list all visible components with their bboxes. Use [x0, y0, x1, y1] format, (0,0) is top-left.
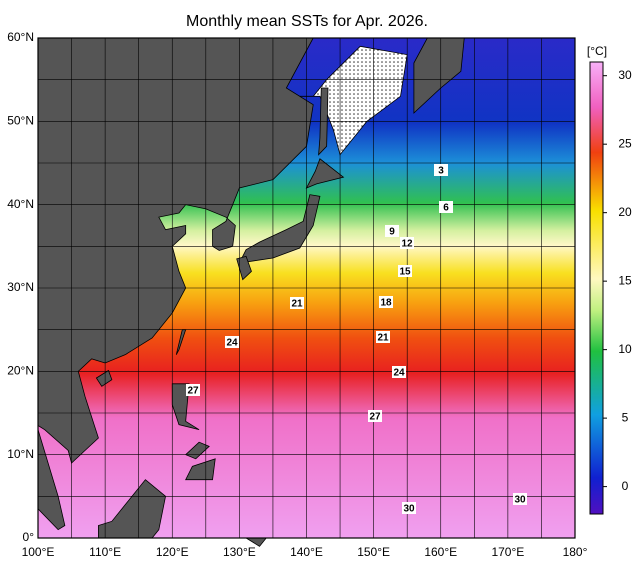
- y-tick-label: 50°N: [7, 114, 34, 128]
- y-tick-label: 60°N: [7, 30, 34, 44]
- contour-label: 27: [369, 412, 381, 423]
- colorbar: [589, 61, 604, 515]
- y-tick-label: 20°N: [7, 364, 34, 378]
- map-frame: [37, 37, 576, 539]
- contour-label-box: [392, 366, 406, 378]
- contour-label: 21: [291, 299, 303, 310]
- contour-label: 18: [380, 298, 392, 309]
- land: [98, 479, 166, 539]
- x-tick-label: 120°E: [156, 545, 189, 559]
- contour-label: 21: [377, 333, 389, 344]
- colorbar-tick-label: 20: [618, 205, 632, 219]
- land: [95, 369, 113, 387]
- contour-label-box: [376, 331, 390, 343]
- colorbar-tick-label: 25: [618, 136, 632, 150]
- contour-label: 15: [399, 267, 411, 278]
- land: [238, 194, 321, 264]
- x-tick-label: 100°E: [22, 545, 55, 559]
- contour-label-box: [385, 225, 399, 237]
- contour-label: 24: [226, 338, 238, 349]
- colorbar-tick-label: 5: [622, 410, 629, 424]
- contour-label: 3: [438, 166, 444, 177]
- contour-label: 12: [401, 239, 413, 250]
- contour-label-box: [225, 336, 239, 348]
- land: [37, 37, 314, 464]
- contour-label-box: [439, 201, 453, 213]
- contour-label: 30: [403, 504, 415, 515]
- x-tick-label: 160°E: [424, 545, 457, 559]
- land: [236, 255, 252, 281]
- y-tick-label: 0°: [23, 530, 35, 544]
- contour-label: 6: [443, 203, 449, 214]
- contour-label-box: [290, 297, 304, 309]
- contour-label-box: [379, 296, 393, 308]
- y-tick-label: 30°N: [7, 280, 34, 294]
- contour-label-box: [402, 502, 416, 514]
- x-tick-label: 150°E: [357, 545, 390, 559]
- land: [413, 37, 465, 114]
- colorbar-tick-label: 0: [622, 479, 629, 493]
- y-tick-label: 10°N: [7, 447, 34, 461]
- colorbar-unit: [°C]: [587, 44, 607, 58]
- contour-label-box: [398, 265, 412, 277]
- contour-label-box: [434, 164, 448, 176]
- contour-label-box: [400, 237, 414, 249]
- contour-label: 24: [393, 368, 405, 379]
- contour-label: 9: [389, 227, 395, 238]
- contour-label: 30: [514, 495, 526, 506]
- contour-label-box: [186, 384, 200, 396]
- x-tick-label: 170°E: [491, 545, 524, 559]
- land: [305, 158, 345, 189]
- colorbar-tick-label: 10: [618, 342, 632, 356]
- land: [185, 458, 216, 481]
- x-tick-label: 180°: [563, 545, 588, 559]
- sea-ice: [286, 45, 408, 156]
- x-tick-label: 130°E: [223, 545, 256, 559]
- colorbar-tick-label: 30: [618, 68, 632, 82]
- contour-label-box: [368, 410, 382, 422]
- y-tick-label: 40°N: [7, 197, 34, 211]
- contour-label: 27: [187, 386, 199, 397]
- colorbar-tick-label: 15: [618, 273, 632, 287]
- x-tick-label: 140°E: [290, 545, 323, 559]
- map-title: Monthly mean SSTs for Apr. 2026.: [186, 13, 428, 30]
- contour-label-box: [513, 493, 527, 505]
- x-tick-label: 110°E: [89, 545, 121, 559]
